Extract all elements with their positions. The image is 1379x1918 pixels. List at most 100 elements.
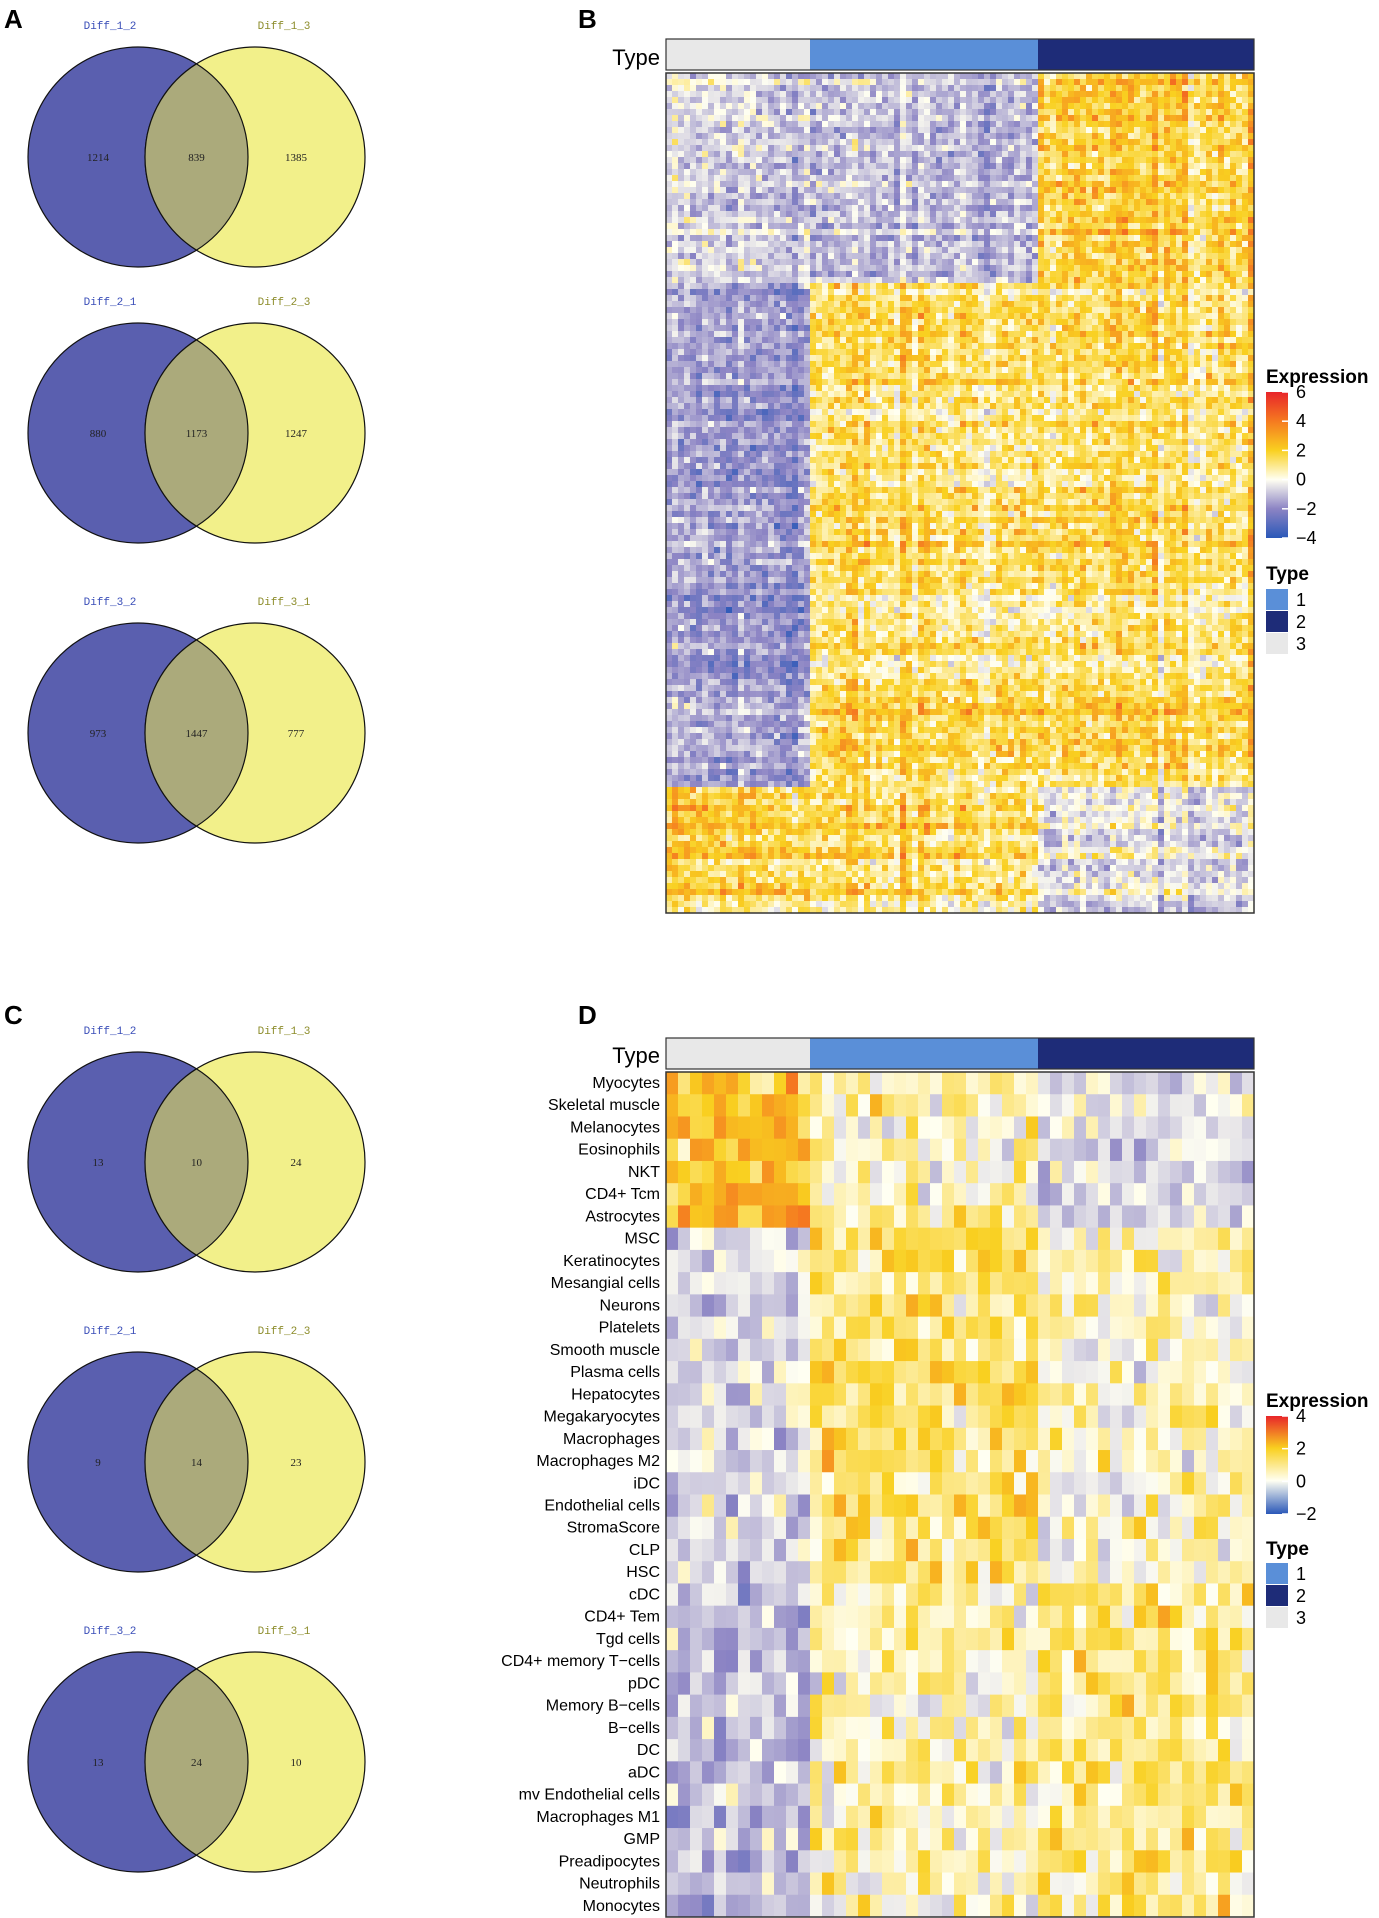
heatmap-cell	[954, 133, 961, 140]
heatmap-cell	[960, 187, 967, 194]
heatmap-cell	[840, 289, 847, 296]
heatmap-cell	[810, 259, 817, 266]
heatmap-cell	[756, 271, 763, 278]
heatmap-cell	[966, 139, 973, 146]
heatmap-cell	[1020, 331, 1027, 338]
heatmap-cell	[780, 97, 787, 104]
heatmap-cell	[1032, 217, 1039, 224]
heatmap-cell	[822, 103, 829, 110]
type-segment-1	[810, 39, 1038, 70]
heatmap-cell	[684, 331, 691, 338]
heatmap-cell	[1050, 151, 1057, 158]
heatmap-cell	[678, 133, 685, 140]
heatmap-cell	[870, 73, 877, 80]
heatmap-cell	[1248, 325, 1255, 332]
heatmap-cell	[1248, 163, 1255, 170]
heatmap-cell	[852, 169, 859, 176]
heatmap-cell	[750, 313, 757, 320]
heatmap-cell	[912, 193, 919, 200]
heatmap-cell	[1242, 145, 1249, 152]
heatmap-cell	[666, 301, 673, 308]
heatmap-cell	[1116, 79, 1123, 86]
heatmap-cell	[1140, 325, 1147, 332]
heatmap-cell	[714, 295, 721, 302]
heatmap-cell	[1230, 247, 1237, 254]
heatmap-cell	[1182, 193, 1189, 200]
heatmap-cell	[822, 253, 829, 260]
heatmap-cell	[678, 217, 685, 224]
heatmap-cell	[846, 91, 853, 98]
heatmap-cell	[744, 109, 751, 116]
heatmap-cell	[1020, 133, 1027, 140]
heatmap-cell	[1092, 343, 1099, 350]
heatmap-cell	[756, 97, 763, 104]
heatmap-cell	[672, 103, 679, 110]
heatmap-cell	[1116, 229, 1123, 236]
heatmap-cell	[1092, 187, 1099, 194]
heatmap-cell	[978, 91, 985, 98]
venn-right-only-count: 1247	[285, 428, 308, 440]
heatmap-cell	[918, 253, 925, 260]
heatmap-cell	[852, 235, 859, 242]
heatmap-cell	[1062, 211, 1069, 218]
heatmap-cell	[1044, 127, 1051, 134]
heatmap-cell	[702, 271, 709, 278]
heatmap-cell	[678, 91, 685, 98]
heatmap-cell	[690, 139, 697, 146]
heatmap-cell	[792, 253, 799, 260]
heatmap-cell	[1122, 109, 1129, 116]
heatmap-cell	[744, 319, 751, 326]
heatmap-cell	[870, 85, 877, 92]
heatmap-cell	[1020, 313, 1027, 320]
heatmap-cell	[1146, 157, 1153, 164]
heatmap-cell	[1020, 349, 1027, 356]
heatmap-cell	[942, 163, 949, 170]
heatmap-cell	[1044, 79, 1051, 86]
heatmap-cell	[966, 265, 973, 272]
heatmap-cell	[672, 319, 679, 326]
heatmap-cell	[966, 223, 973, 230]
heatmap-cell	[1116, 307, 1123, 314]
heatmap-cell	[1146, 253, 1153, 260]
heatmap-cell	[1206, 253, 1213, 260]
heatmap-cell	[954, 139, 961, 146]
heatmap-cell	[834, 79, 841, 86]
heatmap-cell	[1026, 175, 1033, 182]
heatmap-cell	[894, 277, 901, 284]
heatmap-cell	[720, 97, 727, 104]
heatmap-cell	[774, 295, 781, 302]
heatmap-cell	[1164, 247, 1171, 254]
heatmap-cell	[1008, 265, 1015, 272]
heatmap-cell	[960, 91, 967, 98]
heatmap-cell	[702, 289, 709, 296]
heatmap-cell	[1134, 193, 1141, 200]
heatmap-cell	[876, 337, 883, 344]
heatmap-cell	[888, 133, 895, 140]
heatmap-cell	[966, 301, 973, 308]
heatmap-cell	[1026, 367, 1033, 374]
heatmap-cell	[1062, 265, 1069, 272]
heatmap-cell	[1194, 157, 1201, 164]
heatmap-cell	[864, 103, 871, 110]
heatmap-cell	[786, 193, 793, 200]
heatmap-cell	[1014, 295, 1021, 302]
heatmap-cell	[1038, 145, 1045, 152]
heatmap-cell	[972, 115, 979, 122]
heatmap-cell	[1182, 145, 1189, 152]
heatmap-cell	[1098, 229, 1105, 236]
heatmap-cell	[954, 127, 961, 134]
heatmap-cell	[1104, 121, 1111, 128]
heatmap-cell	[732, 223, 739, 230]
heatmap-cell	[1230, 331, 1237, 338]
heatmap-cell	[846, 337, 853, 344]
heatmap-cell	[1242, 271, 1249, 278]
heatmap-cell	[1062, 205, 1069, 212]
venn-right-label: Diff_1_3	[258, 1026, 311, 1038]
heatmap-cell	[786, 157, 793, 164]
heatmap-cell	[834, 253, 841, 260]
heatmap-cell	[954, 289, 961, 296]
heatmap-cell	[1152, 73, 1159, 80]
heatmap-cell	[684, 115, 691, 122]
heatmap-cell	[738, 163, 745, 170]
heatmap-cell	[990, 199, 997, 206]
